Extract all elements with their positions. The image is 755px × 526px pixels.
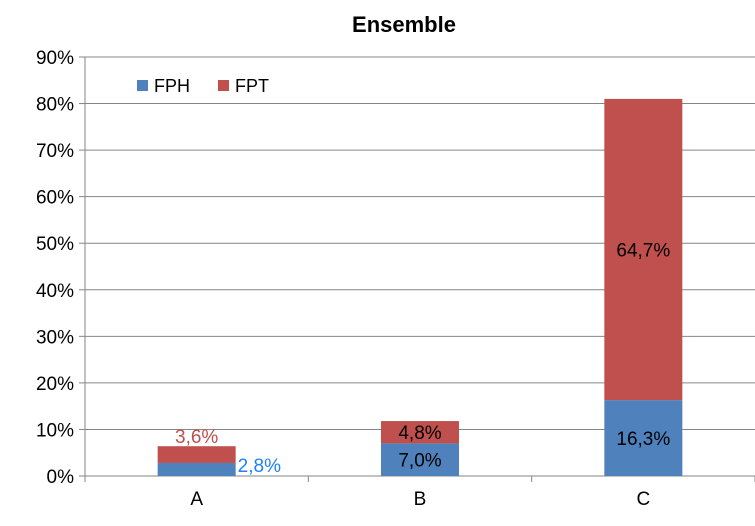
data-labels: 2,8% 3,6% 7,0% 4,8% 16,3% 64,7% — [175, 241, 670, 477]
x-axis: A B C — [84, 475, 755, 510]
x-tick-label: B — [414, 489, 427, 510]
y-tick-label: 10% — [36, 420, 74, 441]
y-tick-label: 20% — [36, 374, 74, 395]
bar-fpt-a — [157, 446, 236, 463]
gridlines — [85, 56, 755, 430]
data-label: 3,6% — [175, 427, 218, 448]
data-label: 16,3% — [616, 429, 670, 450]
bar-fph-c — [604, 400, 683, 476]
data-label: 2,8% — [238, 456, 281, 477]
bar-fpt-b — [381, 421, 459, 444]
data-label: 4,8% — [398, 423, 441, 444]
legend-swatch-fph — [137, 80, 148, 91]
legend-swatch-fpt — [218, 80, 229, 91]
data-label: 7,0% — [398, 451, 441, 472]
y-tick-label: 0% — [47, 467, 75, 488]
x-tick-label: C — [636, 489, 650, 510]
x-tick-label: A — [190, 489, 203, 510]
chart-title: Ensemble — [352, 12, 456, 37]
bars — [157, 98, 683, 476]
y-tick-label: 70% — [36, 141, 74, 162]
legend-label: FPH — [154, 76, 190, 96]
y-tick-label: 60% — [36, 188, 74, 209]
y-tick-label: 90% — [36, 48, 74, 69]
bar-fph-b — [381, 443, 459, 476]
legend-label: FPT — [235, 76, 269, 96]
bar-fpt-c — [604, 98, 683, 401]
legend: FPH FPT — [137, 76, 269, 96]
y-tick-label: 40% — [36, 281, 74, 302]
y-tick-label: 50% — [36, 234, 74, 255]
y-axis: 0% 10% 20% 30% 40% 50% 60% 70% 80% 90% — [36, 48, 86, 488]
y-tick-label: 30% — [36, 327, 74, 348]
data-label: 64,7% — [616, 241, 670, 262]
bar-fph-a — [157, 462, 236, 476]
y-tick-label: 80% — [36, 95, 74, 116]
